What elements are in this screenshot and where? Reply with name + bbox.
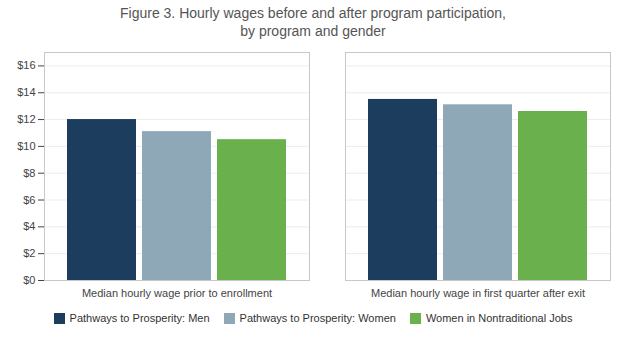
svg-text:$10: $10 <box>17 140 35 152</box>
html-text:Figure 3. Hourly wages before: Figure 3. Hourly wages before and after … <box>120 5 506 21</box>
html-text:Pathways to Prosperity: Women: Pathways to Prosperity: Women <box>239 312 396 324</box>
svg-text:$14: $14 <box>17 86 35 98</box>
svg-text:Median hourly wage in first qu: Median hourly wage in first quarter afte… <box>371 287 585 299</box>
html-text:by program and gender: by program and gender <box>240 23 386 39</box>
svg-text:$4: $4 <box>23 220 35 232</box>
svg-text:$6: $6 <box>23 194 35 206</box>
svg-text:$16: $16 <box>17 59 35 71</box>
svg-text:$0: $0 <box>23 274 35 286</box>
html-text:Pathways to Prosperity: Men: Pathways to Prosperity: Men <box>69 312 210 324</box>
html-text:Women in Nontraditional Jobs: Women in Nontraditional Jobs <box>425 312 573 324</box>
svg-text:Median hourly wage prior to en: Median hourly wage prior to enrollment <box>82 287 272 299</box>
svg-text:$2: $2 <box>23 247 35 259</box>
svg-text:$12: $12 <box>17 113 35 125</box>
svg-text:$8: $8 <box>23 167 35 179</box>
